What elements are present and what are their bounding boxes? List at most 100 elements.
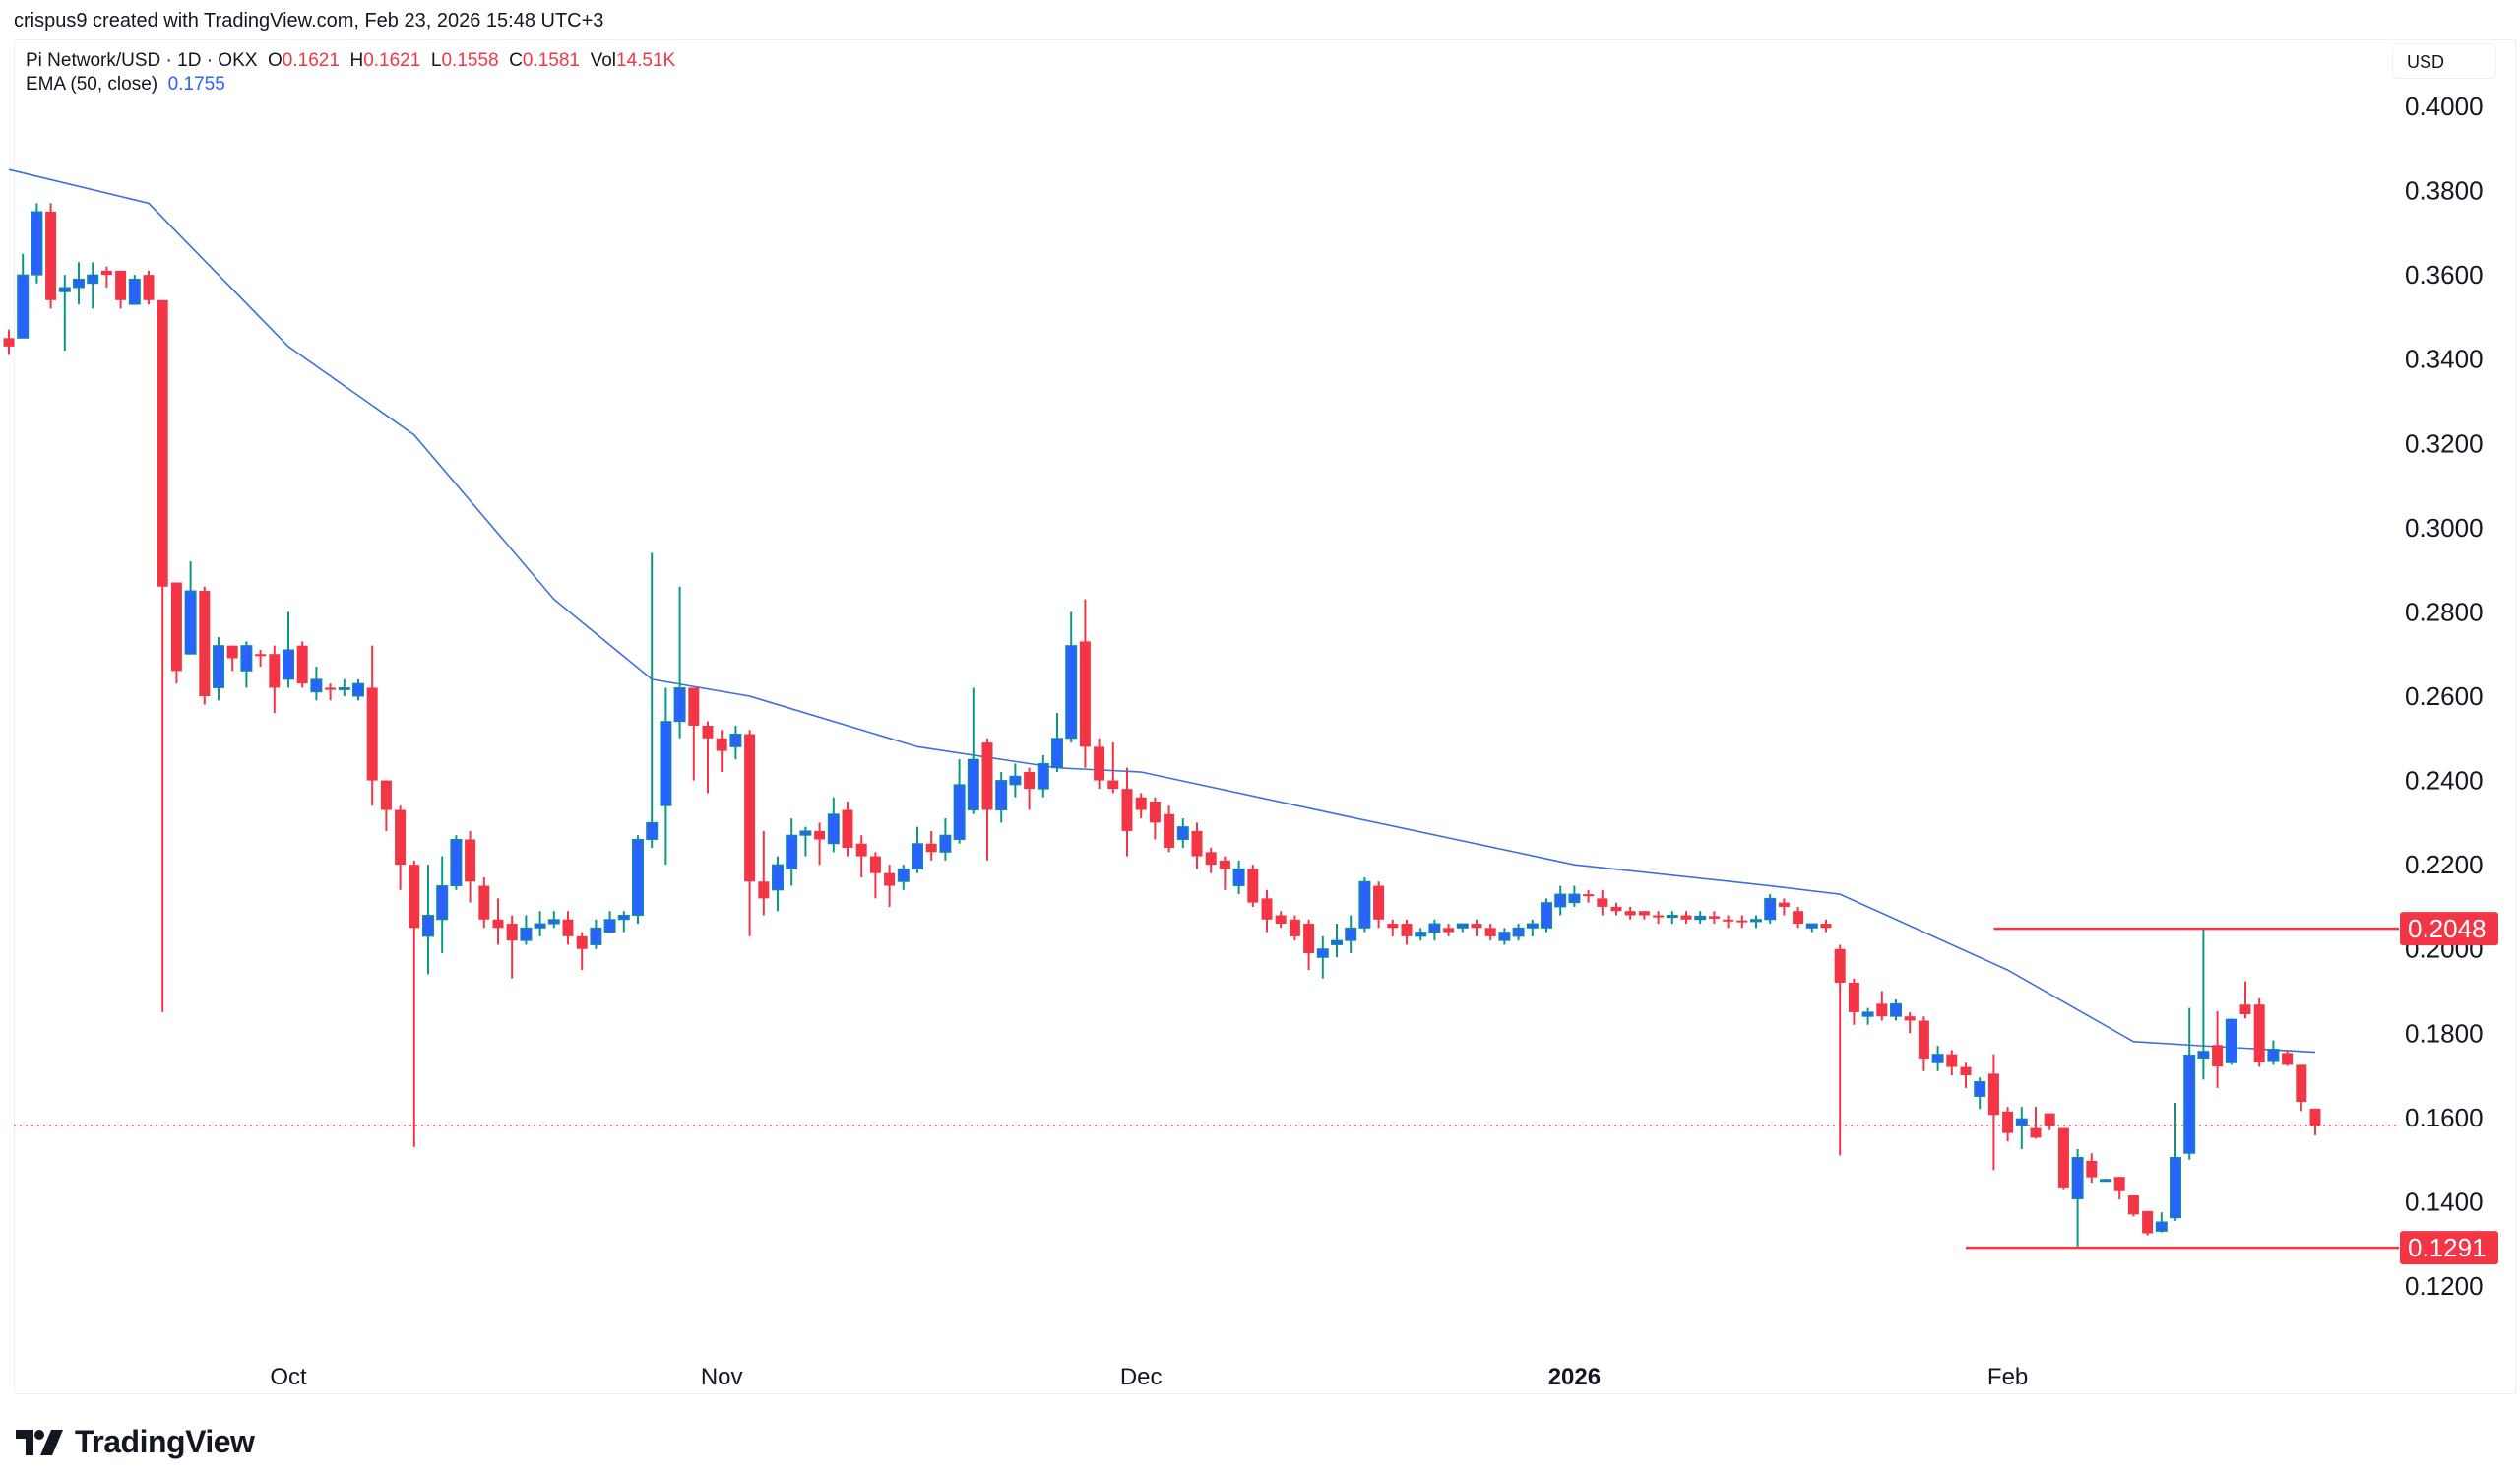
candle-down <box>2086 1153 2098 1184</box>
candle-down <box>1484 924 1496 941</box>
candle-body <box>478 885 490 920</box>
candle-body <box>1904 1016 1916 1021</box>
candle-down <box>1946 1050 1958 1076</box>
candle-down <box>1191 822 1203 869</box>
candle-up <box>87 262 99 309</box>
candle-down <box>758 830 770 916</box>
candle-body <box>2142 1210 2154 1234</box>
candle-body <box>967 758 979 811</box>
candle-down <box>2212 1011 2224 1088</box>
candle-down <box>1778 898 1790 916</box>
chart-pane[interactable] <box>14 39 2516 1394</box>
candle-up <box>967 687 979 814</box>
candle-body <box>1358 880 1371 929</box>
candle-down <box>395 805 407 890</box>
candle-body <box>2296 1064 2307 1103</box>
candle-up <box>31 203 43 284</box>
candle-up <box>240 641 253 688</box>
candle-body <box>1289 919 1300 936</box>
candle-down <box>869 852 881 899</box>
open-value: 0.1621 <box>282 50 340 71</box>
candle-down <box>1303 919 1315 971</box>
candle-down <box>688 687 700 781</box>
candle-body <box>2044 1113 2055 1126</box>
candle-up <box>352 678 364 701</box>
candle-up <box>1428 919 1441 941</box>
y-tick-label: 0.3200 <box>2405 428 2484 458</box>
level-price-label: 0.2048 <box>2408 914 2487 943</box>
candle-down <box>492 898 504 945</box>
candle-up <box>73 262 85 305</box>
symbol-title[interactable]: Pi Network/USD · 1D · OKX <box>26 50 258 71</box>
candle-body <box>1666 914 1678 919</box>
candle-down <box>296 641 308 688</box>
candle-up <box>617 911 630 933</box>
candle-body <box>325 687 337 690</box>
candle-down <box>269 645 281 714</box>
candle-body <box>1037 762 1049 790</box>
candle-body <box>1597 898 1608 907</box>
candle-body <box>73 278 85 289</box>
candle-up <box>673 586 686 739</box>
candle-body <box>296 645 308 684</box>
candle-body <box>716 738 727 751</box>
currency-button[interactable]: USD <box>2392 43 2496 79</box>
candle-body <box>2030 1127 2042 1138</box>
candle-up <box>1805 923 1818 933</box>
candle-down <box>409 860 420 1147</box>
candle-body <box>2113 1177 2125 1191</box>
candle-body <box>1876 1003 1888 1017</box>
candle-up <box>58 275 71 352</box>
candle-up <box>2170 1102 2181 1221</box>
candle-up <box>590 919 602 949</box>
candle-body <box>1918 1020 1929 1059</box>
candle-up <box>2100 1178 2111 1183</box>
candle-down <box>884 865 896 907</box>
candle-down <box>1135 793 1147 819</box>
candle-up <box>2155 1212 2168 1233</box>
open-label: O <box>268 50 283 71</box>
candle-body <box>1261 898 1273 920</box>
candle-down <box>1624 906 1636 920</box>
candle-body <box>1723 919 1734 922</box>
ema-value: 0.1755 <box>167 74 225 95</box>
low-label: L <box>430 50 442 71</box>
candle-up <box>2225 1018 2237 1065</box>
candle-body <box>884 872 896 886</box>
candle-body <box>2253 1004 2265 1062</box>
candle-body <box>100 270 112 276</box>
tradingview-logo[interactable]: TradingView <box>16 1424 255 1460</box>
candle-up <box>1176 818 1189 849</box>
candle-body <box>184 590 197 655</box>
candle-up <box>1037 754 1049 798</box>
candle-body <box>758 881 770 899</box>
chart-credit: crispus9 created with TradingView.com, F… <box>14 10 604 32</box>
y-tick-label: 0.2200 <box>2405 850 2484 879</box>
ema-label[interactable]: EMA (50, close) <box>26 74 158 95</box>
candle-body <box>240 645 253 672</box>
candle-down <box>1373 881 1385 929</box>
candle-down <box>380 780 392 831</box>
candle-up <box>2015 1107 2028 1149</box>
x-tick-label: Feb <box>1987 1364 2028 1390</box>
candle-down <box>1583 889 1595 903</box>
candle-up <box>1931 1046 1944 1071</box>
candle-up <box>338 678 350 697</box>
candle-body <box>143 275 155 300</box>
candle-body <box>1345 927 1357 941</box>
candle-up <box>310 667 323 701</box>
candle-down <box>716 730 727 773</box>
candle-body <box>939 834 952 853</box>
candle-body <box>1778 902 1790 907</box>
candle-down <box>115 270 127 309</box>
y-tick-label: 0.2600 <box>2405 681 2484 711</box>
candle-body <box>1191 830 1203 857</box>
candle-up <box>283 611 294 688</box>
candle-body <box>2309 1108 2321 1126</box>
candle-body <box>2002 1111 2014 1133</box>
candle-body <box>772 864 784 891</box>
candle-down <box>702 721 714 794</box>
candle-body <box>2282 1053 2294 1065</box>
candle-up <box>1331 924 1343 958</box>
